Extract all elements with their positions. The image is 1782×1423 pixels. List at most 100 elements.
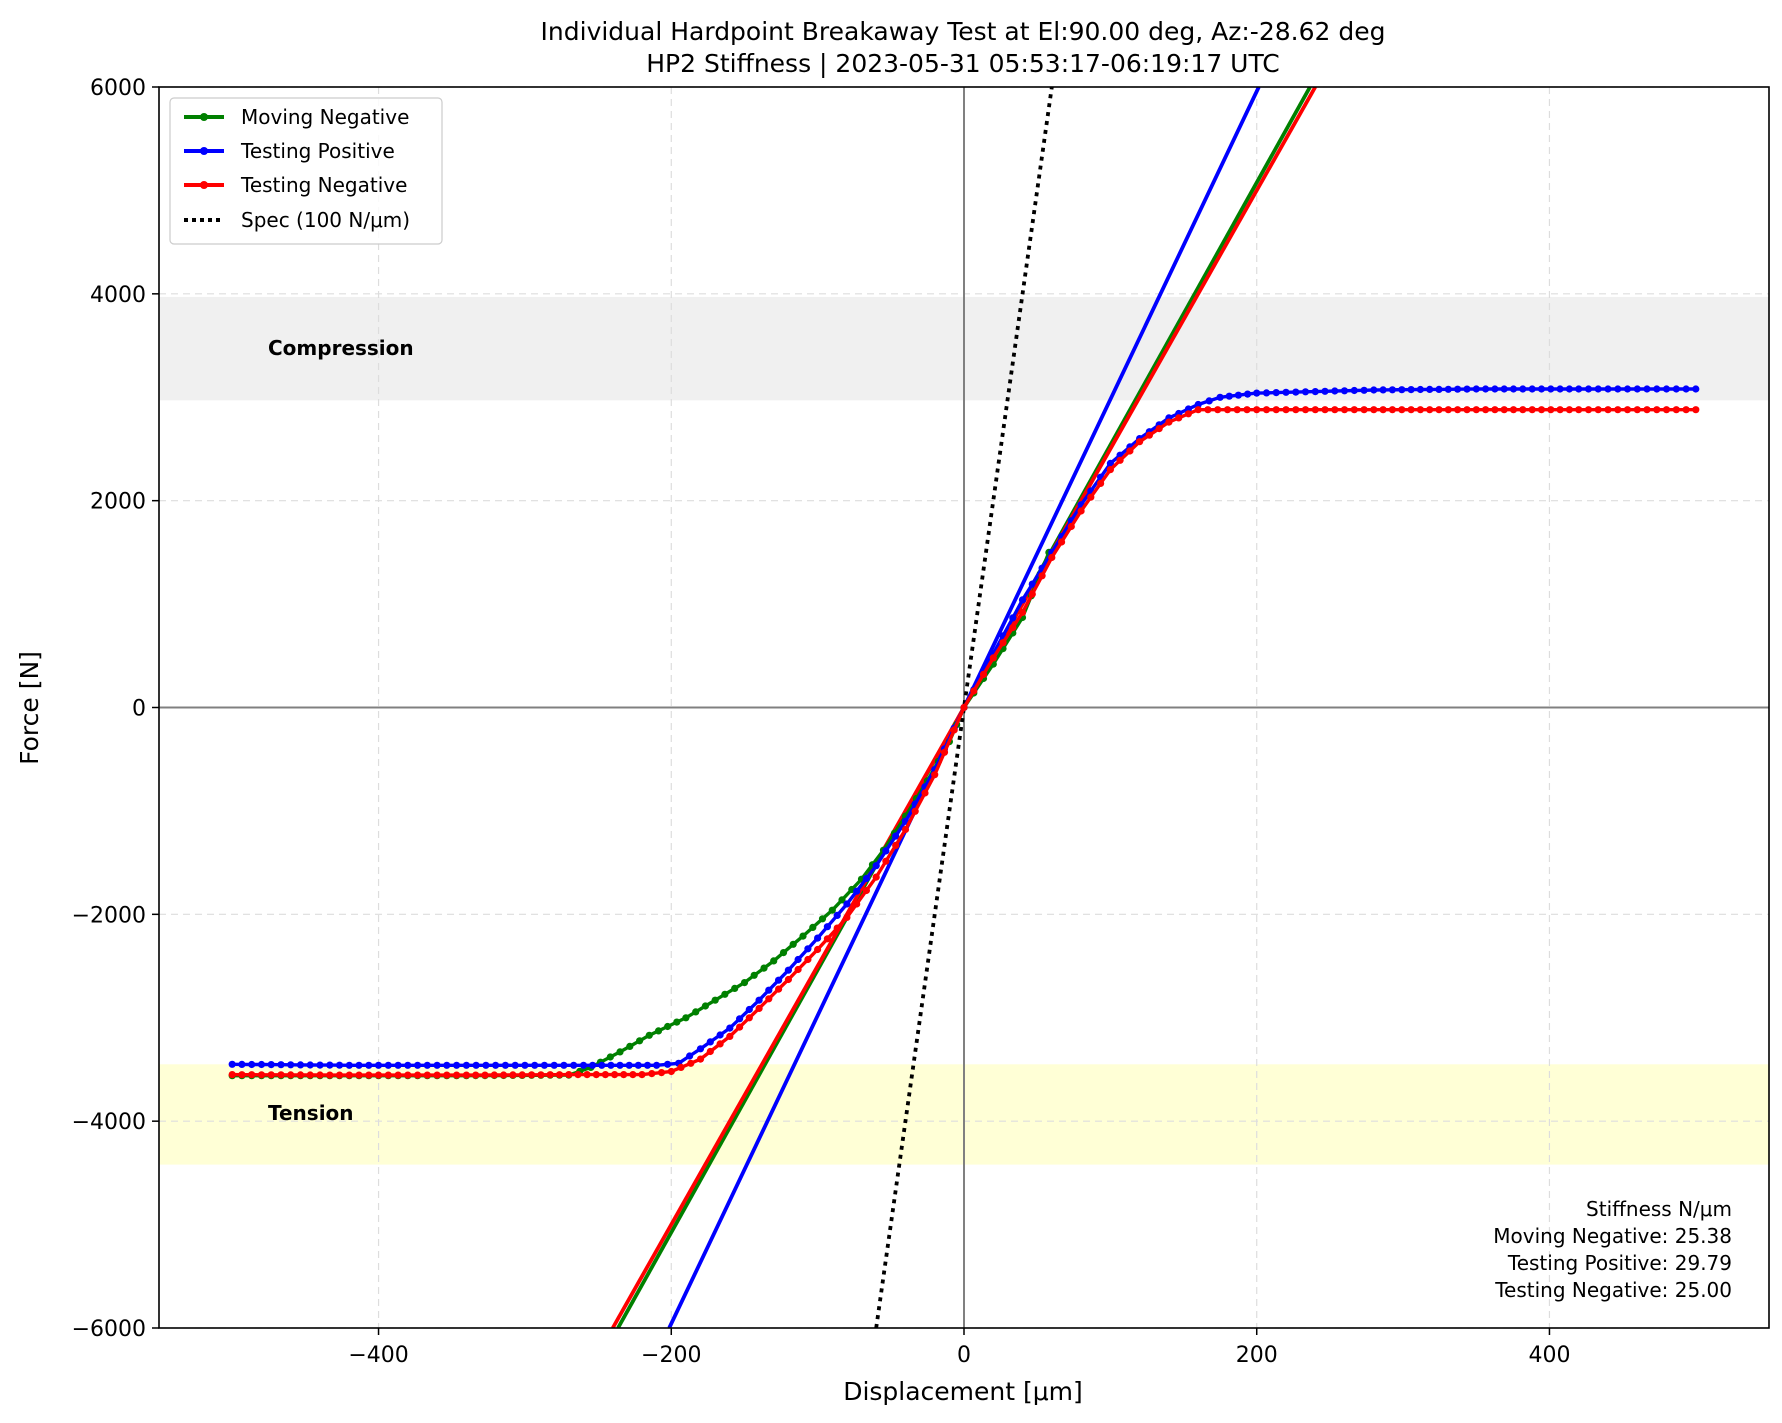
data-point — [1009, 614, 1017, 622]
data-point — [537, 1071, 545, 1079]
data-point — [1116, 456, 1124, 464]
data-point — [1565, 406, 1573, 414]
data-point — [345, 1071, 353, 1079]
data-point — [1491, 385, 1499, 393]
data-point — [287, 1061, 295, 1069]
data-point — [443, 1061, 451, 1069]
stiffness-moving-negative: Moving Negative: 25.38 — [1493, 1224, 1732, 1248]
data-point — [716, 1040, 724, 1048]
data-point — [355, 1071, 363, 1079]
data-point — [414, 1071, 422, 1079]
data-point — [1528, 385, 1536, 393]
data-point — [384, 1071, 392, 1079]
data-point — [1311, 406, 1319, 414]
data-point — [634, 1061, 642, 1069]
x-tick-label: 200 — [1236, 1343, 1278, 1368]
data-point — [1398, 406, 1406, 414]
data-point — [1662, 406, 1671, 414]
data-point — [257, 1071, 266, 1079]
data-point — [1528, 406, 1536, 414]
data-point — [1509, 385, 1518, 393]
x-axis-label: Displacement [μm] — [843, 1377, 1083, 1406]
data-point — [611, 1071, 619, 1079]
data-point — [750, 971, 758, 979]
data-point — [616, 1061, 624, 1069]
data-point — [804, 955, 812, 964]
data-point — [453, 1061, 461, 1069]
data-point — [1482, 406, 1490, 414]
data-point — [1692, 406, 1700, 414]
data-point — [374, 1071, 383, 1079]
data-point — [775, 976, 783, 984]
series-line-moving-negative — [232, 551, 1051, 1078]
data-point — [1126, 447, 1134, 455]
data-point — [414, 1061, 422, 1069]
data-point — [482, 1061, 490, 1069]
chart-title: Individual Hardpoint Breakaway Test at E… — [541, 17, 1386, 46]
data-point — [540, 1061, 549, 1069]
legend-label-testing-positive: Testing Positive — [240, 139, 395, 163]
data-point — [248, 1071, 256, 1079]
legend-box — [169, 97, 443, 245]
data-point — [1018, 596, 1027, 604]
data-point — [1379, 386, 1387, 394]
data-point — [1388, 386, 1396, 394]
data-point — [570, 1061, 578, 1069]
data-point — [355, 1061, 363, 1069]
data-point — [843, 900, 851, 908]
data-point — [677, 1063, 685, 1071]
data-point — [1331, 406, 1339, 414]
data-point — [1204, 406, 1212, 414]
data-point — [583, 1071, 591, 1079]
data-point — [686, 1052, 694, 1060]
tension-label: Tension — [268, 1101, 354, 1125]
data-point — [1547, 406, 1555, 414]
data-point — [755, 996, 763, 1004]
data-point — [1233, 406, 1241, 414]
data-point — [1463, 406, 1471, 414]
legend-label-testing-negative: Testing Negative — [240, 173, 407, 197]
data-point — [1500, 406, 1508, 414]
data-point — [531, 1061, 539, 1069]
data-point — [1175, 414, 1183, 422]
data-point — [721, 990, 729, 998]
data-point — [1379, 406, 1387, 414]
data-point — [433, 1071, 441, 1079]
data-point — [1311, 388, 1319, 396]
y-tick-label: −6000 — [72, 1317, 146, 1342]
series-layer — [228, 385, 1700, 1080]
data-point — [1426, 406, 1434, 414]
data-point — [592, 1071, 600, 1079]
data-point — [228, 1060, 236, 1068]
data-point — [1321, 406, 1329, 414]
y-tick-label: −2000 — [72, 903, 146, 928]
data-point — [1633, 406, 1641, 414]
data-point — [481, 1071, 489, 1079]
data-point — [1519, 385, 1527, 393]
data-point — [462, 1061, 470, 1069]
data-point — [794, 955, 802, 964]
data-point — [911, 807, 919, 815]
data-point — [490, 1071, 498, 1079]
data-point — [1145, 431, 1153, 439]
data-point — [838, 896, 846, 904]
data-point — [1331, 387, 1339, 395]
data-point — [1416, 385, 1424, 394]
data-point — [1272, 389, 1280, 397]
data-point — [853, 887, 861, 895]
data-point — [692, 1008, 700, 1016]
data-point — [238, 1071, 246, 1079]
data-point — [228, 1071, 236, 1079]
y-tick-label: 0 — [132, 697, 146, 722]
data-point — [755, 1004, 763, 1013]
data-point — [711, 996, 719, 1004]
data-point — [1519, 406, 1527, 414]
data-point — [296, 1071, 305, 1079]
data-point — [1547, 385, 1555, 393]
data-point — [1360, 386, 1368, 394]
data-point — [1225, 392, 1233, 400]
data-point — [999, 639, 1007, 647]
data-point — [664, 1060, 672, 1068]
data-point — [423, 1061, 431, 1069]
data-point — [1662, 385, 1671, 393]
